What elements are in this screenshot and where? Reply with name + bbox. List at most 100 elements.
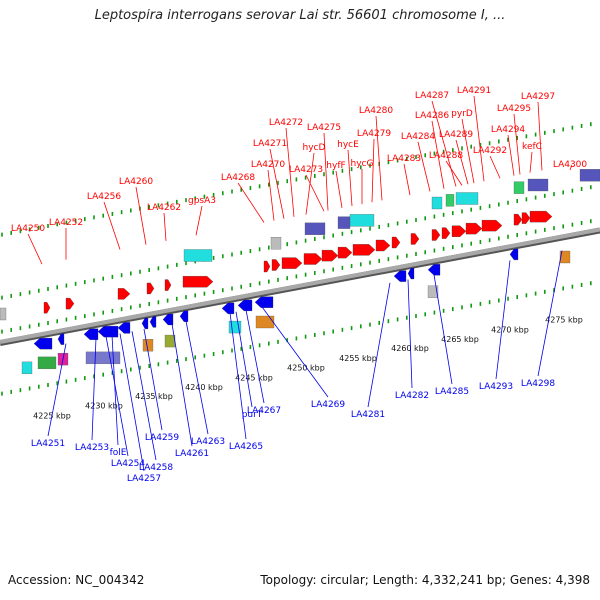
tick-dot — [396, 255, 399, 260]
tick-dot — [1, 295, 3, 300]
tick-dot — [350, 326, 353, 331]
reverse-gene-arrow — [221, 302, 235, 315]
tick-dot — [84, 314, 86, 319]
tick-dot — [258, 343, 261, 348]
leader-line — [513, 113, 521, 175]
gene-label-top: hycE — [337, 140, 359, 150]
lower-tick-row — [1, 281, 592, 396]
rna-feature-box — [455, 192, 479, 205]
tick-dot — [166, 201, 169, 206]
tick-dot — [314, 270, 316, 275]
tick-dot — [249, 186, 252, 191]
gene-label-top: LA4272 — [269, 118, 303, 128]
tick-dot — [470, 241, 472, 246]
tick-dot — [249, 345, 252, 350]
tick-dot — [84, 376, 86, 381]
gene-label-bottom: LA4267 — [247, 406, 281, 416]
forward-gene-arrow — [65, 297, 75, 310]
tick-dot — [571, 222, 574, 227]
tick-dot — [93, 215, 95, 220]
tick-dot — [461, 243, 463, 248]
tick-dot — [590, 122, 592, 127]
reverse-gene-arrow — [141, 317, 149, 330]
tick-dot — [56, 222, 58, 227]
gene-label-bottom: folE — [110, 448, 127, 458]
tick-dot — [102, 276, 104, 281]
tick-dot — [369, 322, 371, 327]
tick-dot — [544, 130, 546, 135]
tick-dot — [516, 233, 518, 238]
tick-dot — [534, 291, 537, 296]
tick-dot — [47, 287, 49, 291]
leader-line — [91, 337, 97, 441]
rna-feature-box — [431, 196, 443, 210]
tick-dot — [56, 381, 58, 386]
tick-dot — [424, 216, 426, 221]
forward-gene-arrow — [281, 257, 303, 269]
tick-dot — [139, 365, 141, 370]
gene-label-bottom: LA4257 — [127, 474, 161, 484]
tick-dot — [498, 202, 500, 207]
tick-dot — [507, 200, 509, 205]
tick-dot — [38, 384, 40, 389]
tick-dot — [415, 218, 417, 222]
tick-dot — [360, 324, 362, 329]
tick-dot — [534, 132, 537, 137]
tick-dot — [553, 192, 555, 197]
tick-dot — [442, 212, 445, 217]
tick-dot — [74, 377, 77, 382]
tick-dot — [553, 129, 555, 134]
gene-label-bottom: LA4281 — [351, 410, 385, 420]
tick-dot — [295, 336, 298, 341]
tick-dot — [176, 296, 178, 301]
tick-dot — [424, 312, 426, 317]
reverse-gene-arrow — [509, 248, 519, 261]
tick-dot — [249, 283, 252, 288]
tick-dot — [56, 285, 58, 290]
tick-dot — [415, 155, 417, 159]
leader-line — [103, 201, 121, 250]
tick-dot — [74, 281, 77, 286]
tick-dot — [47, 224, 49, 228]
tick-dot — [360, 165, 362, 170]
reverse-gene-arrow — [407, 267, 415, 280]
tick-dot — [452, 245, 454, 250]
gene-label-top: LA4286 — [415, 111, 450, 121]
tick-dot — [562, 224, 564, 229]
tick-dot — [461, 305, 463, 310]
tick-dot — [231, 348, 233, 353]
tick-dot — [433, 151, 436, 156]
forward-gene-arrow — [182, 276, 214, 288]
gene-label-bottom: purT — [242, 410, 263, 420]
tick-dot — [442, 149, 445, 154]
tick-dot — [148, 268, 150, 273]
tick-dot — [406, 219, 408, 224]
tick-dot — [433, 214, 436, 219]
tick-dot — [212, 351, 215, 356]
tick-dot — [231, 286, 233, 291]
tick-dot — [166, 298, 169, 303]
tick-dot — [93, 278, 95, 283]
forward-gene-arrow — [441, 227, 451, 239]
tick-dot — [461, 146, 463, 151]
tick-dot — [341, 168, 344, 173]
tick-dot — [350, 230, 353, 235]
leader-line — [119, 333, 145, 472]
leader-line — [495, 260, 511, 380]
reverse-gene-arrow — [427, 264, 441, 276]
tick-dot — [314, 236, 316, 241]
tick-dot — [544, 289, 546, 294]
tick-dot — [19, 326, 22, 331]
gene-label-top: LA4275 — [307, 123, 341, 133]
gene-label-top: LA4252 — [49, 218, 83, 228]
forward-gene-arrow — [375, 239, 391, 252]
leader-line — [261, 306, 329, 398]
gene-label-top: LA4295 — [497, 104, 531, 114]
tick-dot — [139, 269, 141, 274]
reverse-gene-arrow — [254, 296, 274, 308]
gene-label-top: LA4256 — [87, 192, 122, 202]
tick-dot — [212, 255, 215, 260]
gene-label-top: LA4270 — [251, 160, 286, 170]
rna-feature-box — [270, 237, 282, 250]
